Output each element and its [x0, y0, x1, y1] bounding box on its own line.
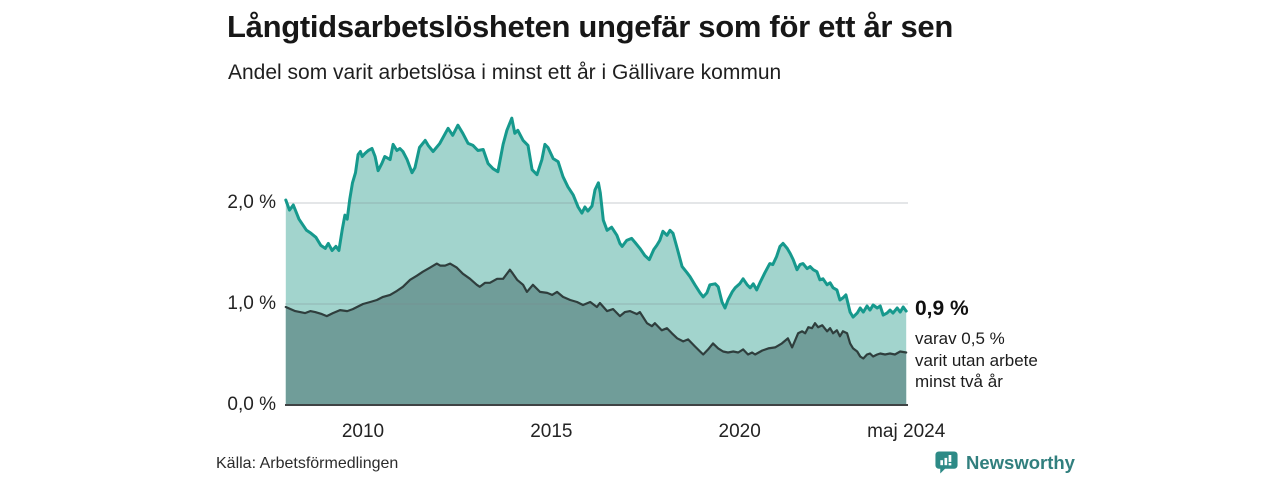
x-tick-label: maj 2024 [867, 421, 946, 442]
y-tick-label: 2,0 % [227, 192, 276, 213]
chart-subtitle: Andel som varit arbetslösa i minst ett å… [228, 61, 782, 84]
y-tick-label: 1,0 % [227, 293, 276, 314]
line-total-unemployed [284, 116, 908, 319]
x-axis: 2010 2015 2020 maj 2024 [0, 421, 1280, 447]
y-axis: 0,0 % 1,0 % 2,0 % [170, 0, 276, 480]
source-note: Källa: Arbetsförmedlingen [216, 455, 399, 472]
gridlines [285, 202, 908, 305]
bar-tall-exclamation [948, 455, 952, 462]
x-tick-label: 2020 [718, 421, 761, 442]
brand-logo: Newsworthy [934, 450, 1075, 475]
end-value-total: 0,9 % [915, 297, 969, 320]
x-tick-label: 2010 [341, 421, 385, 442]
exclamation-dot [948, 463, 952, 466]
annotation-line-1: varav 0,5 % [915, 329, 1005, 348]
end-value-annotation: 0,9 % varav 0,5 % varit utan arbete mins… [915, 297, 1075, 393]
brand-name: Newsworthy [966, 451, 1075, 473]
bar-short [940, 460, 944, 466]
bar-medium [944, 457, 948, 466]
area-two-year-unemployed [285, 263, 907, 405]
y-tick-label: 0,0 % [227, 394, 276, 415]
newsworthy-icon [935, 451, 958, 474]
annotation-line-2: varit utan arbete [915, 350, 1038, 370]
page-title: Långtidsarbetslösheten ungefär som för e… [227, 9, 954, 44]
annotation-line-3: minst två år [915, 372, 1003, 391]
line-two-year-unemployed [284, 262, 908, 360]
series-lines [284, 116, 908, 360]
x-tick-label: 2015 [530, 421, 573, 442]
area-fills [285, 118, 907, 405]
